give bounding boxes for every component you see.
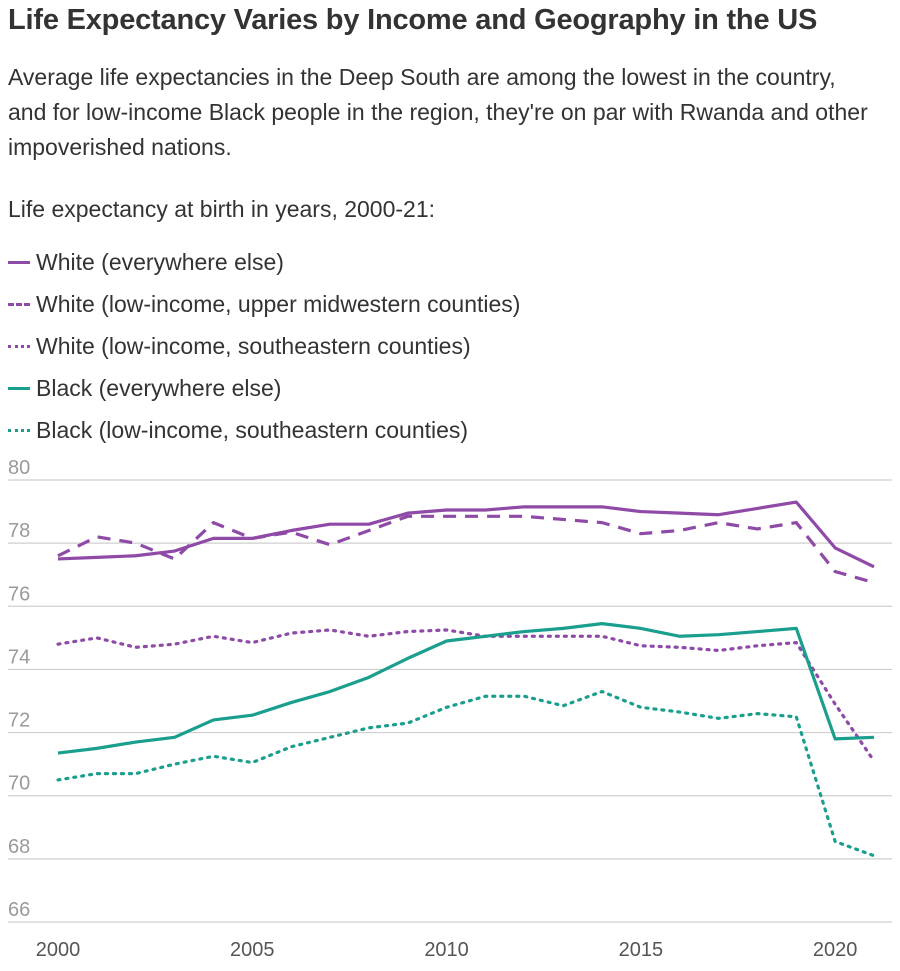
legend-swatch-white-everywhere: [8, 260, 30, 264]
legend-item: Black (everywhere else): [8, 367, 520, 409]
series-line-3: [57, 622, 875, 755]
legend-item: White (everywhere else): [8, 241, 520, 283]
x-tick-label: 2000: [36, 939, 81, 961]
y-tick-label: 70: [8, 773, 30, 795]
chart-title: Life Expectancy Varies by Income and Geo…: [8, 4, 818, 36]
y-tick-label: 76: [8, 583, 30, 605]
line-chart: 66 68 70 72 74 76 78 80 2000 2005 2010 2015 2020: [8, 460, 892, 961]
legend-label: White (low-income, southeastern counties…: [36, 332, 471, 359]
legend-item: Black (low-income, southeastern counties…: [8, 409, 520, 451]
series-line-1: [57, 514, 875, 585]
legend-swatch-black-everywhere: [8, 386, 30, 390]
legend-swatch-black-southeast: [8, 428, 30, 432]
x-tick-label: 2015: [619, 939, 664, 961]
legend-label: White (low-income, upper midwestern coun…: [36, 290, 521, 317]
legend-item: White (low-income, upper midwestern coun…: [8, 283, 520, 325]
y-tick-label: 74: [8, 646, 30, 668]
y-tick-label: 68: [8, 836, 30, 858]
x-tick-label: 2005: [230, 939, 275, 961]
legend-label: Black (low-income, southeastern counties…: [36, 416, 469, 443]
chart-subtitle: Average life expectancies in the Deep So…: [8, 64, 868, 160]
x-tick-label: 2010: [424, 939, 469, 961]
legend-label: White (everywhere else): [36, 248, 284, 275]
x-tick-label: 2020: [813, 939, 858, 961]
y-tick-label: 78: [8, 520, 30, 542]
series-line-0: [57, 500, 875, 569]
y-tick-label: 66: [8, 899, 30, 921]
y-tick-label: 72: [8, 710, 30, 732]
legend-swatch-white-midwest: [8, 302, 30, 306]
legend-title: Life expectancy at birth in years, 2000-…: [8, 196, 436, 222]
series-line-4: [56, 689, 876, 858]
legend-item: White (low-income, southeastern counties…: [8, 325, 520, 367]
legend-swatch-white-southeast: [8, 344, 30, 348]
y-tick-label: 80: [8, 460, 30, 479]
legend: White (everywhere else) White (low-incom…: [8, 241, 520, 451]
series-line-2: [56, 628, 876, 763]
legend-label: Black (everywhere else): [36, 374, 282, 401]
